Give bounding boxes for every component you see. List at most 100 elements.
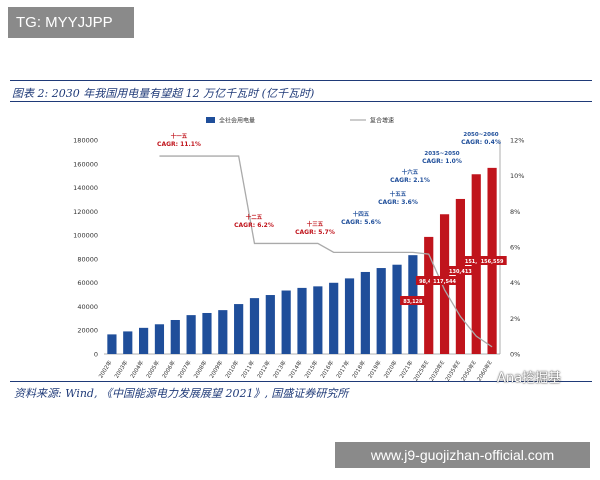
annotation-period: 2050~2060 [463, 132, 498, 138]
value-label-bg [445, 266, 475, 275]
figure-title: 图表 2: 2030 年我国用电量有望超 12 万亿千瓦时 (亿千瓦时) [12, 87, 315, 100]
annotation-cagr: CAGR: 1.0% [422, 158, 462, 165]
bar-historical [154, 324, 165, 354]
annotation-cagr: CAGR: 5.7% [295, 229, 335, 236]
watermark: Ana挖掘基 [497, 371, 562, 386]
y-left-tick-label: 180000 [73, 137, 98, 145]
value-label-bg [415, 276, 442, 285]
value-label-bg [429, 276, 460, 285]
bar-historical [376, 268, 386, 354]
x-tick-label: 2007年 [176, 358, 193, 379]
y-left-tick-label: 20000 [77, 327, 98, 335]
annotation-period: 十三五 [307, 220, 324, 228]
bar-historical [107, 334, 117, 354]
annotation-cagr: CAGR: 5.6% [341, 219, 381, 226]
y-left-tick-label: 80000 [77, 255, 98, 263]
annotation-cagr: CAGR: 2.1% [390, 177, 430, 184]
x-tick-label: 2016年 [318, 358, 335, 379]
value-label: 151,184 [465, 259, 488, 265]
x-tick-label: 2019年 [366, 358, 383, 379]
y-left-tick-label: 160000 [73, 160, 98, 168]
title-bottom-rule [10, 101, 592, 102]
y-right-tick-label: 4% [510, 279, 520, 287]
x-tick-label: 2012年 [255, 358, 272, 379]
y-right-tick-label: 10% [510, 172, 524, 180]
x-tick-label: 2009年 [207, 358, 224, 379]
bar-historical [265, 295, 275, 354]
x-tick-label: 2018年 [350, 358, 367, 379]
x-tick-label: 2014年 [287, 358, 304, 379]
y-left-tick-label: 60000 [77, 279, 98, 287]
x-tick-label: 2060年E [475, 358, 494, 382]
x-tick-label: 2017年 [334, 358, 351, 379]
x-tick-label: 2030年E [427, 358, 446, 382]
bar-historical [329, 282, 339, 354]
x-tick-label: 2050年E [459, 358, 478, 382]
source-top-rule [10, 381, 592, 382]
annotation-period: 十五五 [390, 190, 407, 198]
value-label: 83,128 [403, 299, 423, 305]
annotation-cagr: CAGR: 3.6% [378, 199, 418, 206]
bar-projected [455, 198, 465, 354]
annotation-period: 十六五 [402, 168, 419, 176]
x-tick-label: 2002年 [96, 358, 113, 379]
value-label-bg [461, 256, 491, 265]
value-label-bg [477, 256, 507, 265]
y-left-tick-label: 140000 [73, 184, 98, 192]
y-left-tick-label: 120000 [73, 208, 98, 216]
title-top-rule [10, 80, 592, 81]
y-right-tick-label: 12% [510, 137, 524, 145]
x-tick-label: 2025年E [411, 358, 430, 382]
y-right-tick-label: 2% [510, 315, 520, 323]
annotation-period: 十四五 [353, 210, 370, 218]
value-label: 130,413 [449, 269, 472, 275]
value-label: 117,544 [433, 279, 456, 285]
x-tick-label: 2006年 [160, 358, 177, 379]
x-tick-label: 2015年 [302, 358, 319, 379]
bar-historical [234, 304, 244, 354]
bar-historical [392, 264, 402, 354]
x-tick-label: 2021年 [397, 358, 414, 379]
bar-historical [344, 278, 355, 354]
annotation-cagr: CAGR: 6.2% [234, 222, 274, 229]
bar-projected [424, 236, 434, 354]
x-tick-label: 2004年 [128, 358, 145, 379]
bar-historical [281, 290, 291, 354]
x-tick-label: 2010年 [223, 358, 240, 379]
value-label: 98,492 [419, 279, 439, 285]
annotation-period: 2035~2050 [424, 151, 459, 157]
bar-historical [123, 331, 133, 354]
y-right-tick-label: 8% [510, 208, 520, 216]
x-tick-label: 2003年 [112, 358, 129, 379]
y-left-tick-label: 0 [94, 351, 98, 359]
tg-badge: TG: MYYJJPP [8, 7, 134, 38]
value-label: 156,559 [481, 259, 504, 265]
y-left-tick-label: 40000 [77, 303, 98, 311]
bar-historical [297, 287, 307, 354]
y-left-tick-label: 100000 [73, 232, 98, 240]
y-right-tick-label: 0% [510, 351, 520, 359]
y-right-tick-label: 6% [510, 244, 520, 252]
bar-historical [249, 298, 260, 354]
x-tick-label: 2011年 [239, 358, 256, 379]
x-tick-label: 2008年 [192, 358, 209, 379]
bar-historical [186, 315, 196, 354]
legend-line-label: 复合增速 [370, 117, 394, 125]
annotation-period: 十一五 [171, 132, 188, 140]
legend-bar-swatch [206, 117, 215, 123]
x-tick-label: 2035年E [443, 358, 462, 382]
legend-bar-label: 全社会用电量 [219, 117, 255, 125]
bar-historical [218, 310, 228, 354]
annotation-period: 十二五 [246, 213, 263, 221]
annotation-cagr: CAGR: 11.1% [157, 141, 201, 148]
bar-historical [139, 327, 149, 354]
annotation-cagr: CAGR: 0.4% [461, 139, 501, 146]
x-tick-label: 2005年 [144, 358, 161, 379]
bar-historical [360, 271, 370, 354]
x-tick-label: 2013年 [271, 358, 288, 379]
source-note: 资料来源: Wind, 《中国能源电力发展展望 2021》, 国盛证券研究所 [14, 387, 349, 400]
bar-historical [202, 312, 212, 354]
bar-historical [313, 286, 323, 354]
cagr-series-line [159, 155, 493, 348]
